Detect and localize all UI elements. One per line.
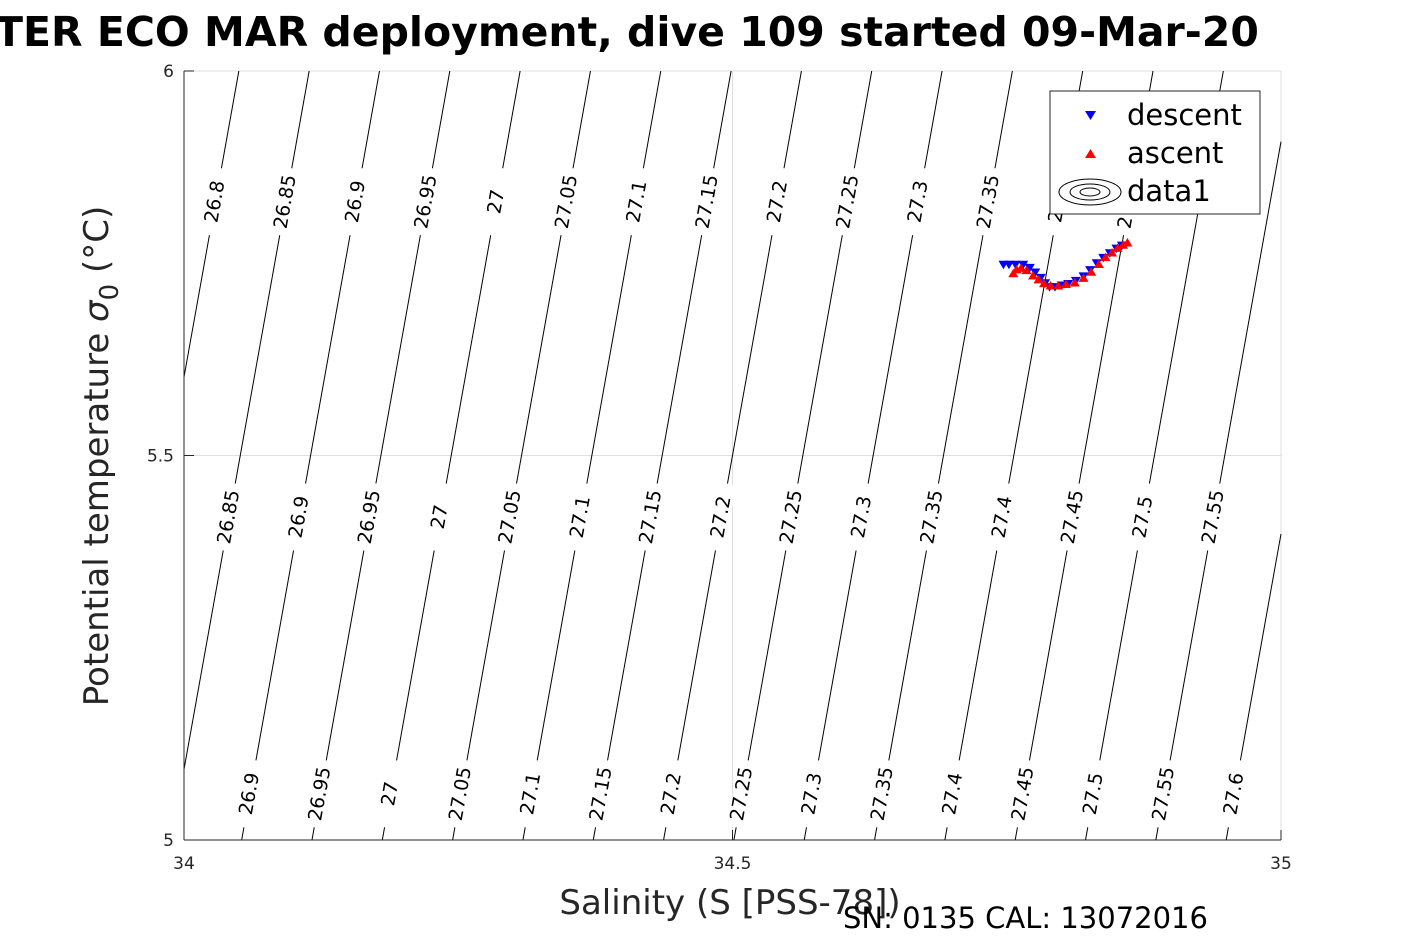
isopycnal-label-gap: [305, 758, 336, 829]
legend-descent-label: descent: [1127, 98, 1242, 132]
isopycnal-labels: 26.8 26.85 26.9 26.95 27 27.05 27.1 27.15 27.2 27…: [200, 166, 1250, 829]
isopycnal-label-gap: [552, 166, 582, 237]
ascent-point: [1028, 271, 1039, 280]
isopycnal-label-gap: [200, 166, 231, 237]
isopycnal-label-gap: [425, 481, 456, 553]
isopycnal-label-gap: [495, 481, 526, 553]
legend-ascent-label: ascent: [1127, 136, 1223, 170]
isopycnal-label-gap: [917, 481, 948, 553]
legend: descent ascent data1: [1049, 90, 1261, 215]
isopycnal-label: 27: [427, 503, 453, 531]
isopycnal-label-gap: [481, 166, 512, 237]
isopycnal-label-gap: [516, 758, 547, 829]
descent-point: [1030, 268, 1041, 277]
isopycnal-label-gap: [727, 758, 758, 829]
isopycnal-label-gap: [656, 758, 687, 829]
isopycnal-label-gap: [903, 166, 934, 237]
isopycnal-label-gap: [235, 758, 265, 829]
descent-point: [1024, 263, 1035, 273]
ascent-point: [1069, 277, 1080, 287]
ascent-point: [1016, 263, 1027, 272]
legend-data1-label: data1: [1127, 174, 1211, 208]
isopycnal-label-gap: [1198, 481, 1229, 553]
isopycnal-label-gap: [706, 481, 737, 553]
y-axis-label: Potential temperature σ0 (°C): [77, 206, 125, 706]
y-tick-label: 5: [163, 831, 174, 851]
ascent-point: [1039, 278, 1050, 288]
x-tick-label: 34: [173, 854, 195, 874]
serial-calibration-text: SN: 0135 CAL: 13072016: [843, 901, 1208, 935]
isopycnal-label-gap: [797, 758, 828, 829]
chart-title: TER ECO MAR deployment, dive 109 started…: [0, 8, 1259, 56]
data-points: [998, 237, 1133, 292]
isopycnal-label: 27: [377, 780, 403, 808]
isopycnal-label-gap: [776, 481, 807, 553]
isopycnal-label-gap: [1058, 481, 1088, 553]
isopycnal-label-gap: [1008, 758, 1039, 829]
ascent-point: [1093, 259, 1104, 269]
isopycnal-label-gap: [214, 481, 245, 553]
isopycnal-label-gap: [974, 166, 1004, 237]
legend-descent-marker-icon: [1085, 111, 1096, 120]
isopycnal-label-gap: [622, 166, 653, 237]
descent-point: [1010, 260, 1021, 270]
ascent-point: [1033, 274, 1044, 284]
y-tick-label: 5.5: [147, 447, 174, 467]
isopycnal-label-gap: [446, 758, 476, 829]
isopycnal-label-gap: [1078, 758, 1109, 829]
isopycnal-label-gap: [411, 166, 442, 237]
ascent-point: [1112, 243, 1123, 252]
legend-box: [1049, 90, 1261, 215]
isopycnal-label-gap: [1128, 481, 1159, 553]
x-tick-label: 35: [1270, 854, 1292, 874]
isopycnal-label: 27: [483, 188, 509, 216]
isopycnal-label-gap: [355, 481, 385, 553]
isopycnal-label-gap: [270, 166, 301, 237]
legend-contour-icon: [1058, 178, 1122, 206]
ascent-point: [1122, 237, 1133, 247]
ascent-point: [1021, 265, 1032, 275]
descent-point: [1003, 260, 1014, 270]
isopycnal-label-gap: [636, 481, 667, 553]
isopycnal-label-gap: [987, 481, 1018, 553]
isopycnal-label-gap: [586, 758, 617, 829]
ascent-point: [1060, 279, 1071, 289]
isopycnal-label-gap: [867, 758, 898, 829]
isopycnal-label-gap: [284, 481, 315, 553]
ascent-point: [1045, 281, 1056, 290]
isopycnal-label-gap: [1149, 758, 1179, 829]
y-tick-label: 6: [163, 62, 174, 82]
isopycnal-label-gap: [692, 166, 723, 237]
x-tick-label: 34.5: [714, 854, 752, 874]
descent-point: [1018, 260, 1029, 270]
isopycnal-label-gap: [375, 758, 406, 829]
axes: 34 34.5 35 5 5.5 6: [147, 62, 1292, 874]
x-axis-label: Salinity (S [PSS-78]): [559, 883, 900, 923]
isopycnal-label-gap: [763, 166, 793, 237]
isopycnal-label-gap: [833, 166, 864, 237]
ascent-point: [1107, 247, 1118, 257]
legend-ascent-marker-icon: [1085, 149, 1096, 158]
ascent-point: [1053, 281, 1064, 290]
isopycnal-label-gap: [938, 758, 968, 829]
ascent-point: [1078, 273, 1089, 282]
isopycnal-label-gap: [565, 481, 596, 553]
isopycnal-label-gap: [847, 481, 877, 553]
isopycnal-label-gap: [341, 166, 371, 237]
isopycnal-label-gap: [1219, 758, 1250, 829]
ascent-point: [1086, 267, 1097, 276]
ascent-point: [1118, 240, 1129, 249]
ascent-point: [1100, 252, 1111, 262]
